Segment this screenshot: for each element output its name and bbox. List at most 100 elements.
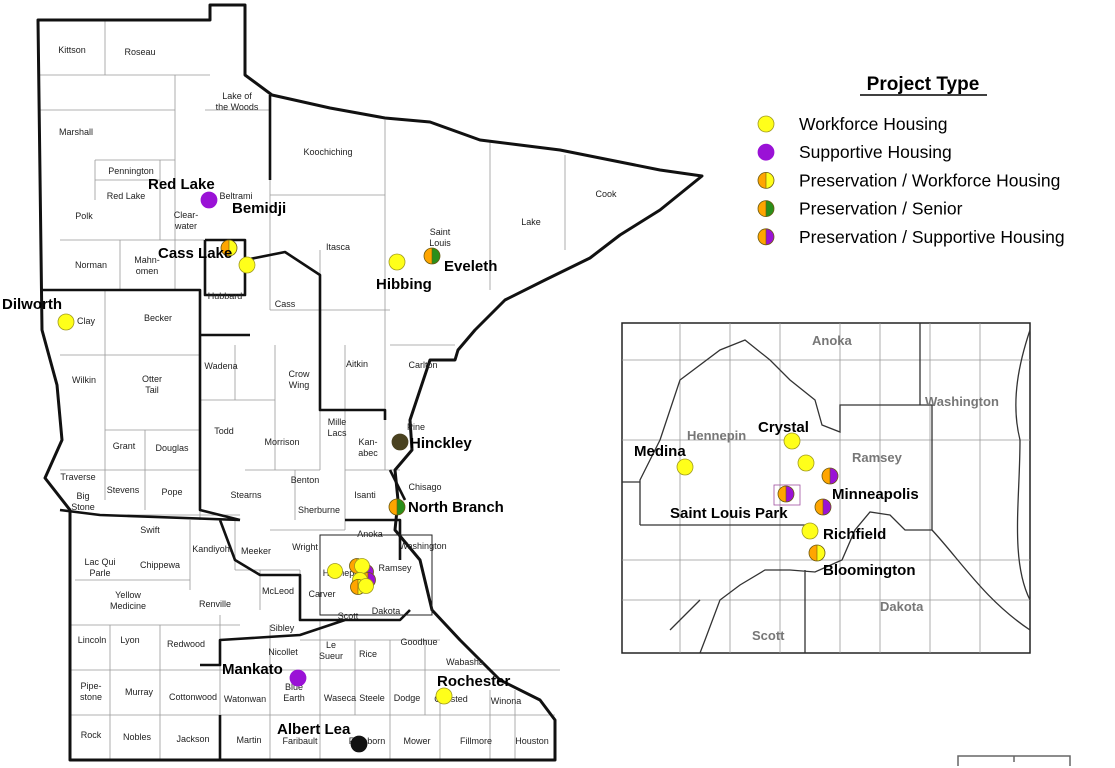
- county-label: the Woods: [216, 102, 259, 112]
- county-label: Lake of: [222, 91, 252, 101]
- county-label: Dakota: [372, 606, 401, 616]
- legend-swatch-icon: [757, 228, 775, 246]
- county-label: Meeker: [241, 546, 271, 556]
- county-label: water: [174, 221, 197, 231]
- county-label: Earth: [283, 693, 305, 703]
- county-label: Murray: [125, 687, 154, 697]
- county-label: Kandiyohi: [192, 544, 232, 554]
- county-label: Todd: [214, 426, 234, 436]
- inset-county-label: Scott: [752, 628, 785, 643]
- marker-half: [766, 228, 774, 245]
- inset-city-label: Medina: [634, 443, 686, 460]
- inset-county-label: Ramsey: [852, 450, 903, 465]
- marker-half: [778, 486, 786, 502]
- county-label: Stevens: [107, 485, 140, 495]
- marker-half: [424, 248, 432, 264]
- marker-half: [786, 486, 794, 502]
- metro-inset-map: Anoka Washington Hennepin Ramsey Dakota Scott…: [621, 322, 1031, 654]
- legend-item: Supportive Housing: [757, 142, 952, 162]
- county-label: Chisago: [408, 482, 441, 492]
- county-label: Morrison: [264, 437, 299, 447]
- county-label: Isanti: [354, 490, 376, 500]
- legend-item: Preservation / Workforce Housing: [757, 170, 1060, 190]
- marker-half: [350, 579, 358, 595]
- county-label: Carver: [308, 589, 335, 599]
- city-label: Rochester: [437, 673, 511, 690]
- county-label: Redwood: [167, 639, 205, 649]
- county-label: Wright: [292, 542, 318, 552]
- county-label: Cook: [595, 189, 617, 199]
- marker-half: [766, 200, 774, 217]
- county-label: Crow: [288, 369, 310, 379]
- county-label: Wadena: [204, 361, 237, 371]
- county-label: omen: [136, 266, 159, 276]
- county-label: Traverse: [60, 472, 95, 482]
- county-label: Becker: [144, 313, 172, 323]
- county-label: Carlton: [408, 360, 437, 370]
- inset-county-boundaries: [622, 323, 1031, 654]
- city-labels: Red Lake Bemidji Cass Lake Dilworth Hibbing E…: [2, 176, 511, 738]
- city-marker-albert-lea: [350, 735, 368, 753]
- county-label: Watonwan: [224, 694, 266, 704]
- county-label: Nicollet: [268, 647, 298, 657]
- marker-half: [815, 499, 823, 515]
- legend-label: Preservation / Supportive Housing: [799, 227, 1065, 247]
- county-label: Le: [326, 640, 336, 650]
- county-label: Mower: [403, 736, 430, 746]
- county-label: Sibley: [270, 623, 295, 633]
- county-label: Red Lake: [107, 191, 146, 201]
- county-label: Rice: [359, 649, 377, 659]
- city-label: Hinckley: [410, 435, 472, 452]
- county-label: Steele: [359, 693, 385, 703]
- metro-marker: [327, 563, 343, 579]
- county-label: Douglas: [155, 443, 189, 453]
- county-label: Lincoln: [78, 635, 107, 645]
- marker-half: [229, 240, 237, 256]
- county-label: Yellow: [115, 590, 141, 600]
- county-label: Goodhue: [400, 637, 437, 647]
- inset-city-label: Richfield: [823, 526, 886, 543]
- city-marker-eveleth: [423, 247, 441, 265]
- county-label: Mille: [328, 417, 347, 427]
- county-label: Wing: [289, 380, 310, 390]
- city-label: Bemidji: [232, 200, 286, 217]
- county-label: Saint: [430, 227, 451, 237]
- inset-county-label: Dakota: [880, 599, 924, 614]
- marker-half: [758, 172, 766, 189]
- inset-city-label: Bloomington: [823, 562, 915, 579]
- inset-city-marker: [783, 432, 801, 450]
- inset-city-label: Saint Louis Park: [670, 505, 788, 522]
- county-label: Kan-: [358, 437, 377, 447]
- legend-item: Preservation / Supportive Housing: [757, 227, 1065, 247]
- saint-louis-park-boundary: [773, 484, 801, 506]
- county-label: Sueur: [319, 651, 343, 661]
- legend-swatch-icon: [757, 200, 775, 218]
- legend: Project Type Workforce Housing Supportive…: [757, 74, 1065, 247]
- city-marker-bemidji: [220, 239, 238, 257]
- county-label: Grant: [113, 441, 136, 451]
- county-label: Louis: [429, 238, 451, 248]
- city-marker-hinckley: [391, 433, 409, 451]
- county-label: Marshall: [59, 127, 93, 137]
- marker-half: [397, 499, 405, 515]
- legend-label: Preservation / Senior: [799, 199, 963, 219]
- county-label: Martin: [236, 735, 261, 745]
- legend-swatch-icon: [757, 143, 775, 161]
- county-label: Otter: [142, 374, 162, 384]
- county-label: Medicine: [110, 601, 146, 611]
- legend-swatch-icon: [757, 115, 775, 133]
- city-marker-north-branch: [388, 498, 406, 516]
- region-boundaries: [40, 95, 411, 760]
- marker-half: [817, 545, 825, 561]
- county-label: abec: [358, 448, 378, 458]
- inset-city-marker: [821, 467, 839, 485]
- inset-county-label: Hennepin: [687, 428, 746, 443]
- county-label: Stearns: [230, 490, 262, 500]
- county-label: Parle: [89, 568, 110, 578]
- county-label: Anoka: [357, 529, 383, 539]
- marker-half: [221, 240, 229, 256]
- county-label: Benton: [291, 475, 320, 485]
- city-label: Cass Lake: [158, 245, 232, 262]
